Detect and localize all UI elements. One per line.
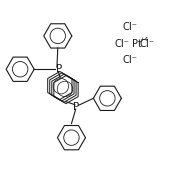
Text: Cl⁻: Cl⁻ [114,39,129,49]
Text: Cl⁻: Cl⁻ [139,39,154,49]
Text: Pt: Pt [132,39,141,49]
Text: Cl⁻: Cl⁻ [123,55,138,65]
Text: +4: +4 [139,37,148,42]
Text: P: P [56,64,62,74]
Text: Cl⁻: Cl⁻ [123,22,138,32]
Text: P: P [73,102,80,112]
